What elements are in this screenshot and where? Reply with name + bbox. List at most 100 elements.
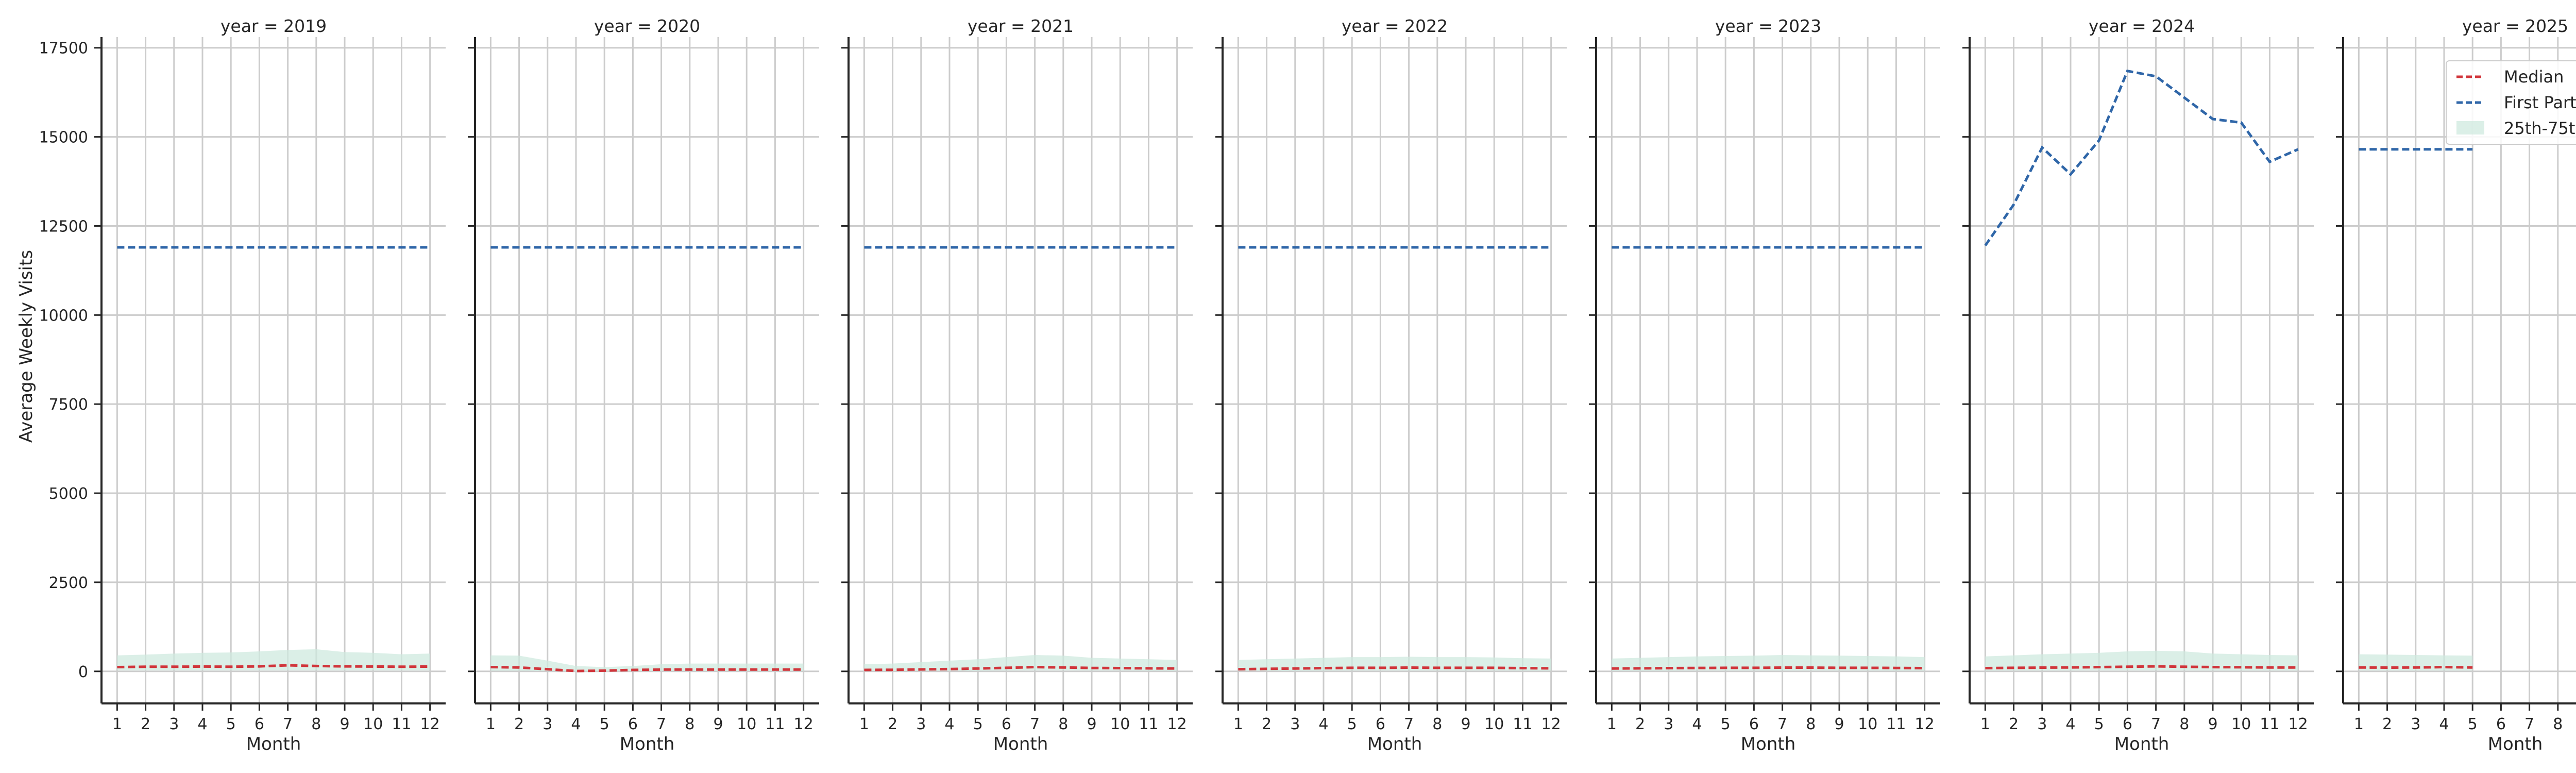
x-tick-label: 2	[2009, 715, 2019, 733]
x-tick-label: 10	[363, 715, 383, 733]
panel-title: year = 2024	[2089, 16, 2195, 36]
x-tick-label: 4	[197, 715, 207, 733]
y-tick-label: 10000	[39, 307, 88, 325]
x-tick-label: 5	[1721, 715, 1731, 733]
x-tick-label: 3	[2037, 715, 2047, 733]
x-tick-label: 5	[226, 715, 236, 733]
x-tick-label: 4	[1318, 715, 1328, 733]
x-tick-label: 11	[2260, 715, 2279, 733]
x-tick-label: 1	[1980, 715, 1990, 733]
x-tick-label: 3	[2411, 715, 2420, 733]
x-tick-label: 1	[1233, 715, 1243, 733]
x-tick-label: 12	[1167, 715, 1187, 733]
y-tick-label: 0	[78, 663, 88, 681]
legend-band-label: 25th-75th Percentile	[2504, 119, 2576, 138]
x-tick-label: 12	[1541, 715, 1561, 733]
x-tick-label: 3	[543, 715, 552, 733]
first-party-median-line	[1984, 69, 2299, 246]
x-tick-label: 9	[713, 715, 723, 733]
y-tick-label: 2500	[49, 574, 88, 592]
y-tick-label: 5000	[49, 485, 88, 503]
x-tick-label: 3	[169, 715, 179, 733]
x-tick-label: 2	[2382, 715, 2392, 733]
x-tick-label: 1	[112, 715, 122, 733]
legend: Median First Party Median 25th-75th Perc…	[2446, 60, 2576, 145]
x-tick-label: 5	[1347, 715, 1357, 733]
x-tick-label: 4	[2065, 715, 2075, 733]
x-tick-label: 9	[340, 715, 349, 733]
median-line	[1985, 665, 2298, 669]
x-tick-label: 6	[1749, 715, 1759, 733]
x-tick-label: 8	[1432, 715, 1442, 733]
panel-title: year = 2019	[221, 16, 327, 36]
percentile-band-area	[1985, 650, 2298, 671]
percentile-band-area	[490, 655, 804, 671]
y-tick-label: 7500	[49, 396, 88, 414]
series-line-layer	[117, 69, 2473, 673]
axis-layer	[94, 37, 2576, 711]
x-tick-label: 8	[2553, 715, 2563, 733]
x-tick-label: 9	[2208, 715, 2217, 733]
x-tick-label: 12	[1915, 715, 1935, 733]
percentile-band-area	[864, 655, 1177, 671]
y-axis-label: Average Weekly Visits	[16, 250, 37, 443]
x-tick-label: 8	[1058, 715, 1068, 733]
x-tick-label: 11	[1886, 715, 1906, 733]
text-layer: 1 2 3 4 5 6 7 8 9 10 11 120250050007500100001250015…	[39, 16, 2569, 754]
x-tick-label: 6	[1376, 715, 1385, 733]
x-tick-label: 11	[1139, 715, 1158, 733]
x-tick-label: 1	[486, 715, 496, 733]
panel-title: year = 2021	[968, 16, 1074, 36]
x-tick-label: 11	[1513, 715, 1532, 733]
x-tick-label: 1	[1607, 715, 1617, 733]
panel-title: year = 2025	[2462, 16, 2568, 36]
x-axis-label: Month	[246, 734, 301, 754]
x-tick-label: 5	[2094, 715, 2104, 733]
x-tick-label: 7	[656, 715, 666, 733]
x-tick-label: 4	[2439, 715, 2449, 733]
x-tick-label: 3	[1290, 715, 1300, 733]
legend-median-label: Median	[2504, 67, 2564, 87]
x-tick-label: 7	[2151, 715, 2161, 733]
x-tick-label: 6	[628, 715, 638, 733]
median-line	[1238, 666, 1551, 671]
x-tick-label: 4	[944, 715, 954, 733]
x-tick-label: 9	[1461, 715, 1470, 733]
x-tick-label: 10	[1110, 715, 1130, 733]
x-tick-label: 10	[1858, 715, 1877, 733]
x-tick-label: 6	[2496, 715, 2506, 733]
x-tick-label: 5	[600, 715, 609, 733]
x-tick-label: 8	[685, 715, 694, 733]
panel-title: year = 2023	[1715, 16, 1821, 36]
x-axis-label: Month	[2114, 734, 2170, 754]
x-tick-label: 11	[765, 715, 785, 733]
x-tick-label: 9	[1087, 715, 1096, 733]
x-tick-label: 1	[2354, 715, 2364, 733]
x-tick-label: 2	[141, 715, 150, 733]
x-axis-label: Month	[1367, 734, 1422, 754]
x-axis-label: Month	[993, 734, 1048, 754]
x-tick-label: 6	[255, 715, 264, 733]
x-tick-label: 12	[2289, 715, 2308, 733]
grid-layer	[101, 37, 2576, 703]
median-line	[490, 666, 804, 673]
percentile-band-area	[117, 649, 430, 670]
x-axis-label: Month	[1741, 734, 1796, 754]
x-tick-label: 4	[571, 715, 581, 733]
x-axis-label: Month	[2488, 734, 2543, 754]
legend-band-swatch	[2456, 121, 2484, 135]
x-tick-label: 2	[1635, 715, 1645, 733]
x-tick-label: 12	[794, 715, 814, 733]
x-tick-label: 3	[916, 715, 926, 733]
x-tick-label: 7	[2524, 715, 2534, 733]
x-tick-label: 8	[311, 715, 321, 733]
x-tick-label: 10	[1484, 715, 1504, 733]
x-tick-label: 8	[2179, 715, 2189, 733]
x-tick-label: 3	[1664, 715, 1673, 733]
x-tick-label: 4	[1692, 715, 1702, 733]
x-tick-label: 9	[1834, 715, 1844, 733]
median-line	[117, 664, 430, 668]
x-tick-label: 11	[392, 715, 411, 733]
x-tick-label: 6	[2123, 715, 2132, 733]
